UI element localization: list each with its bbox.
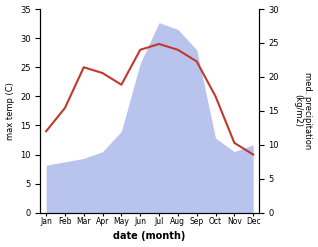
X-axis label: date (month): date (month) [114,231,186,242]
Y-axis label: med. precipitation
(kg/m2): med. precipitation (kg/m2) [293,72,313,149]
Y-axis label: max temp (C): max temp (C) [5,82,15,140]
